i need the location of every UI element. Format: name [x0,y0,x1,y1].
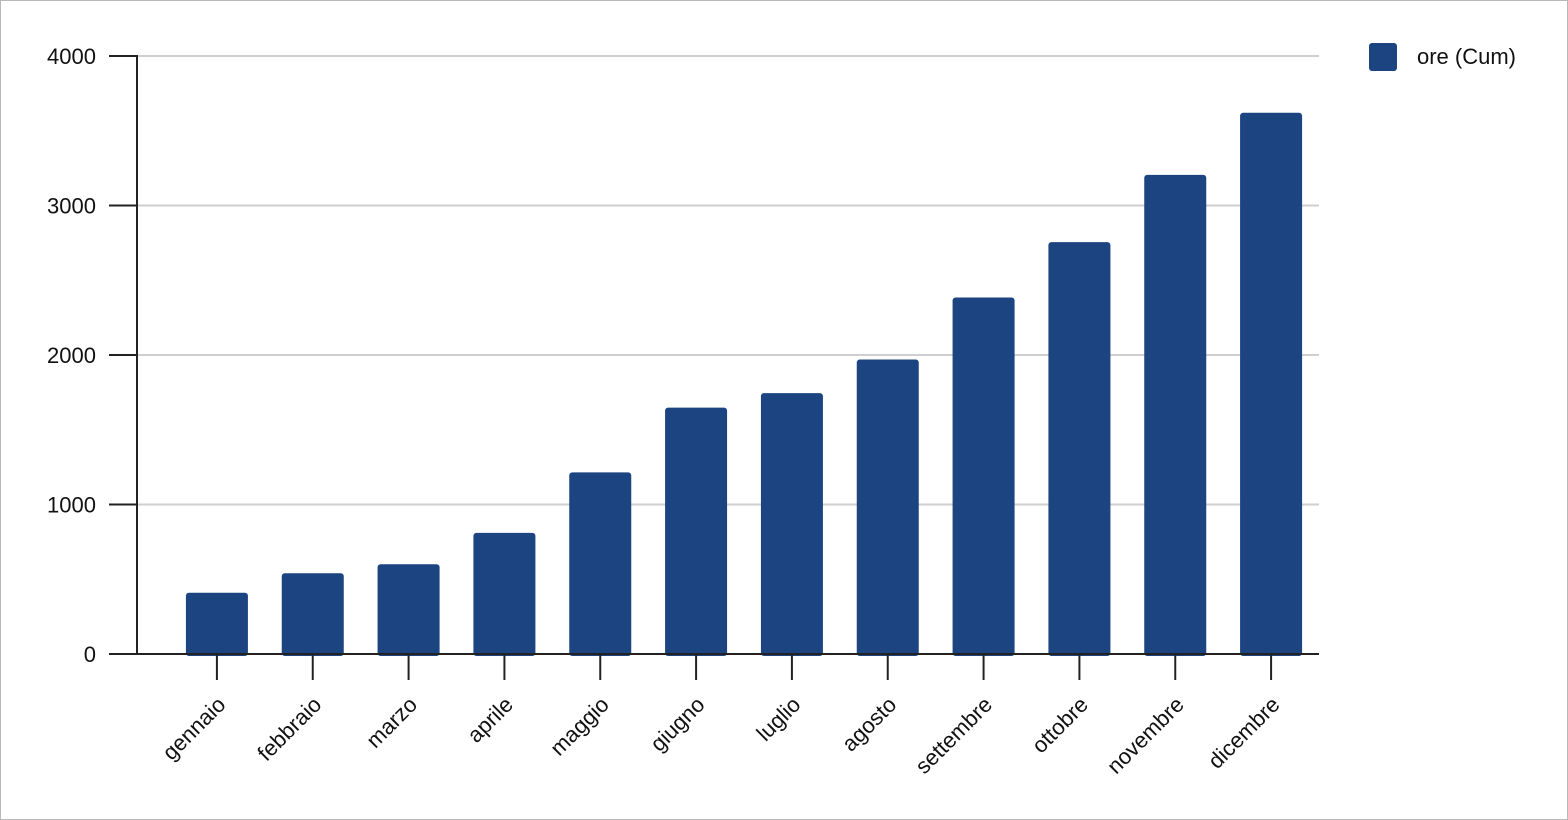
bar-marzo [377,564,440,656]
axes [109,55,1319,680]
x-tick-label: luglio [751,692,805,746]
y-tick-label: 3000 [47,194,96,219]
bar-febbraio [281,573,344,656]
y-tick-label: 4000 [47,44,96,69]
legend-label: ore (Cum) [1417,44,1517,69]
bar-gennaio [185,592,248,656]
y-tick-label: 0 [84,642,96,667]
x-tick-label: aprile [462,692,518,748]
x-tick-label: gennaio [157,692,230,765]
x-tick-label: settembre [910,692,997,779]
bar-giugno [665,407,728,656]
bar-maggio [569,472,632,656]
bar-settembre [952,297,1015,656]
legend: ore (Cum) [1369,43,1516,71]
bar-luglio [760,393,823,656]
x-tick-label: dicembre [1203,692,1285,774]
bar-novembre [1144,174,1207,657]
bar-dicembre [1240,112,1303,656]
gridlines [137,55,1319,506]
bars [185,112,1303,657]
y-tick-label: 1000 [47,493,96,518]
y-tick-labels: 0 1000 2000 3000 4000 [47,44,96,667]
y-tick-label: 2000 [47,343,96,368]
bar-ottobre [1048,242,1111,656]
x-tick-label: giugno [645,692,709,756]
bar-agosto [856,359,919,656]
x-tick-label: agosto [837,692,901,756]
x-tick-label: maggio [545,692,614,761]
x-tick-label: ottobre [1027,692,1093,758]
x-tick-label: marzo [361,692,422,753]
x-tick-label: febbraio [252,692,326,766]
x-tick-labels: gennaio febbraio marzo aprile maggio giugno lu… [157,692,1284,779]
x-tick-label: novembre [1102,692,1189,779]
legend-swatch [1369,43,1397,71]
bar-aprile [473,532,536,656]
